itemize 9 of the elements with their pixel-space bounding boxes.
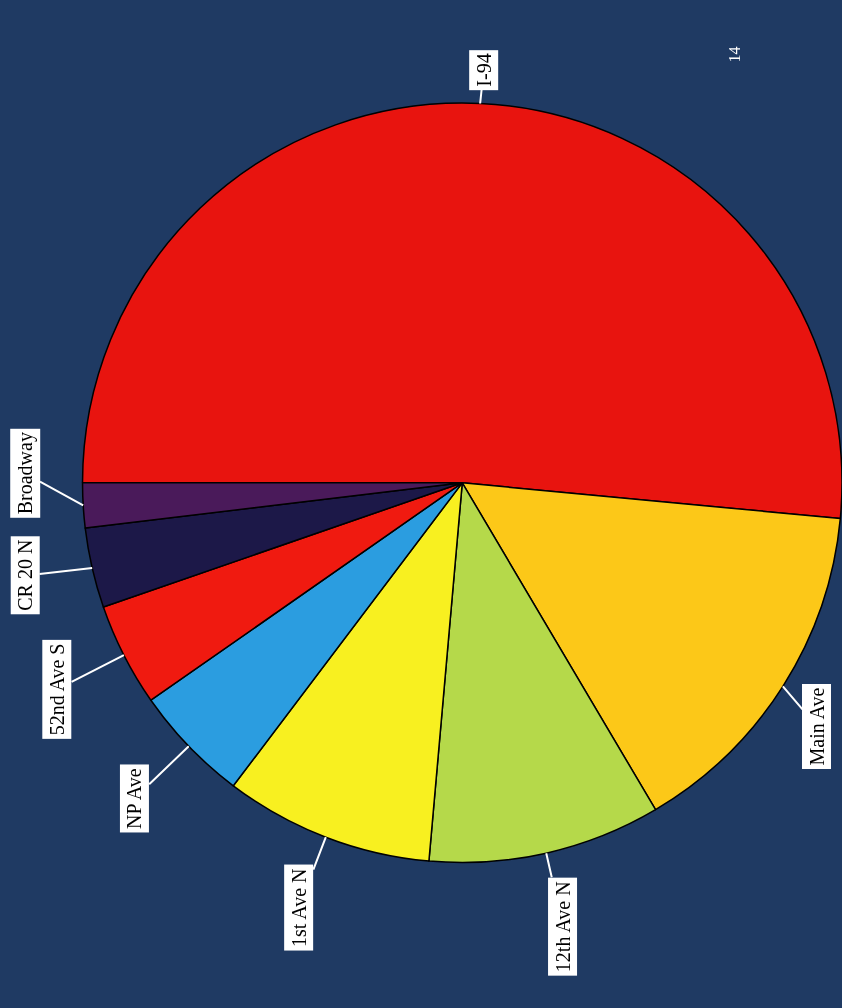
slice-label: Broadway xyxy=(13,432,37,515)
slice-label: 52nd Ave S xyxy=(45,643,68,736)
text: 14 xyxy=(725,46,743,63)
slice-label: 12th Ave N xyxy=(551,881,574,973)
slice-label: 1st Ave N xyxy=(287,868,310,948)
slice-label: I-94 xyxy=(472,53,495,87)
slice-label: CR 20 N xyxy=(14,539,37,611)
slice-label: NP Ave xyxy=(123,768,146,829)
slice-label: Main Ave xyxy=(805,687,828,766)
